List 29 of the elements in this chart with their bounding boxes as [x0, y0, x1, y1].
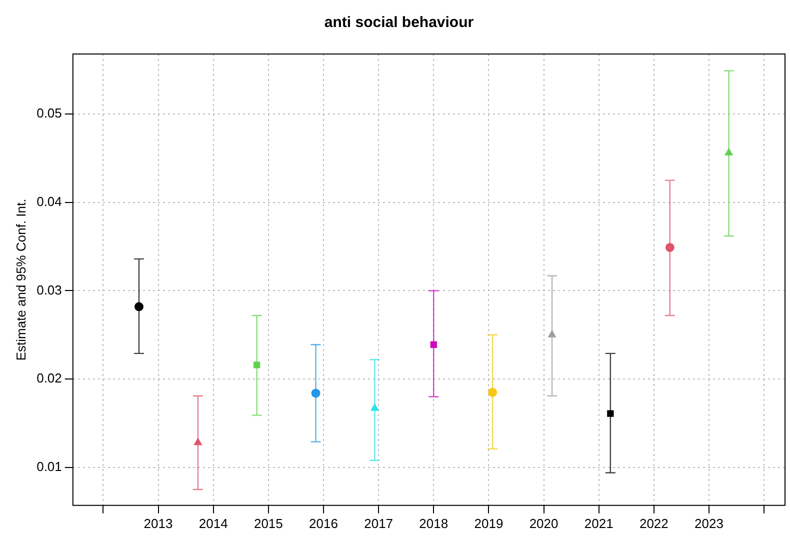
point	[134, 302, 144, 312]
x-tick-label: 2014	[198, 516, 228, 531]
x-tick-label: 2019	[474, 516, 504, 531]
point	[488, 388, 498, 397]
y-tick-label: 0.04	[36, 194, 62, 209]
point	[724, 148, 733, 156]
x-tick-label: 2013	[144, 516, 173, 531]
x-tick-label: 2017	[364, 516, 394, 531]
x-tick-label: 2016	[309, 516, 338, 531]
x-tick-label: 2018	[419, 516, 448, 531]
x-tick-label: 2022	[639, 516, 668, 531]
point	[665, 242, 674, 252]
y-axis-title: Estimate and 95% Conf. Int.	[13, 198, 28, 361]
point	[548, 330, 556, 338]
y-tick-label: 0.01	[36, 458, 62, 474]
point	[607, 410, 614, 417]
x-tick-label: 2021	[584, 516, 614, 531]
point	[430, 341, 437, 348]
point	[370, 404, 379, 411]
chart-title: anti social behaviour	[324, 14, 474, 32]
point	[254, 362, 260, 368]
y-tick-label: 0.02	[36, 370, 62, 386]
point	[194, 438, 202, 446]
y-tick-label: 0.05	[36, 106, 62, 121]
x-tick-label: 2020	[529, 516, 558, 531]
point	[311, 388, 320, 398]
y-tick-label: 0.03	[36, 282, 62, 298]
x-tick-label: 2015	[254, 516, 283, 531]
x-tick-label: 2023	[694, 516, 724, 531]
